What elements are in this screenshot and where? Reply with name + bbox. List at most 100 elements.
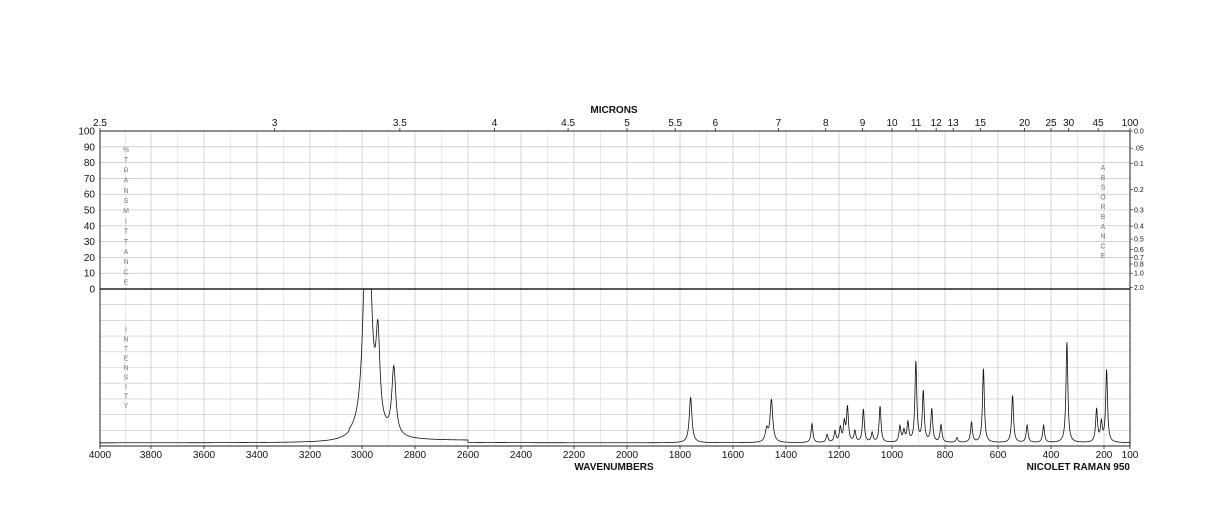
- panel-label-letter: E: [124, 280, 129, 287]
- spectrum-line: [100, 288, 1131, 444]
- bottom-tick-label: 1200: [828, 450, 851, 461]
- right-tick-label: 0.2: [1134, 187, 1144, 194]
- left-tick-label: 10: [84, 269, 96, 280]
- bottom-tick-label: 100: [1122, 450, 1139, 461]
- top-tick-label: 20: [1019, 118, 1031, 129]
- panel-label-letter: A: [124, 249, 129, 256]
- bottom-tick-label: 2400: [510, 450, 533, 461]
- left-tick-label: 90: [84, 142, 96, 153]
- panel-label-letter: C: [1100, 243, 1105, 250]
- panel-label-letter: N: [123, 365, 128, 372]
- left-tick-label: 20: [84, 253, 96, 264]
- right-tick-label: 0.6: [1134, 247, 1144, 254]
- top-tick-label: 25: [1045, 118, 1057, 129]
- left-tick-label: 0: [89, 285, 95, 296]
- top-tick-label: 5: [624, 118, 630, 129]
- top-tick-label: 3: [272, 118, 278, 129]
- panel-label-letter: N: [123, 188, 128, 195]
- top-tick-label: 2.5: [93, 118, 107, 129]
- top-tick-label: 100: [1122, 118, 1139, 129]
- bottom-tick-label: 2000: [616, 450, 639, 461]
- right-tick-label: 0.7: [1134, 255, 1144, 262]
- bottom-tick-label: 3800: [140, 450, 163, 461]
- bottom-axis-title: WAVENUMBERS: [574, 462, 654, 473]
- bottom-tick-label: 2600: [457, 450, 480, 461]
- bottom-tick-label: 1600: [722, 450, 745, 461]
- panel-label-letter: I: [125, 384, 127, 391]
- left-tick-label: 60: [84, 190, 96, 201]
- top-tick-label: 5.5: [668, 118, 682, 129]
- plot-frame: [99, 130, 1131, 447]
- bottom-tick-label: 3400: [246, 450, 269, 461]
- top-tick-label: 10: [886, 118, 898, 129]
- left-tick-label: 100: [78, 127, 95, 138]
- panel-label-letter: %: [123, 147, 129, 154]
- top-tick-label: 13: [948, 118, 960, 129]
- top-tick-label: 6: [713, 118, 719, 129]
- left-tick-label: 30: [84, 237, 96, 248]
- bottom-tick-label: 1000: [881, 450, 904, 461]
- panel-label-letter: E: [1101, 253, 1106, 260]
- bottom-tick-label: 800: [937, 450, 954, 461]
- bottom-tick-label: 2200: [563, 450, 586, 461]
- top-tick-label: 9: [860, 118, 866, 129]
- right-tick-label: 0.3: [1134, 207, 1144, 214]
- bottom-tick-label: 600: [990, 450, 1007, 461]
- panel-label-letter: B: [1101, 214, 1106, 221]
- axis-labels: 4000 3800 3600 3400 3200 3000 2800 2600 2400 2200…: [78, 118, 1144, 461]
- left-tick-label: 40: [84, 221, 96, 232]
- panel-label-letter: T: [124, 229, 129, 236]
- panel-label-letter: A: [124, 178, 129, 185]
- bottom-tick-label: 3200: [299, 450, 322, 461]
- bottom-tick-label: 200: [1096, 450, 1113, 461]
- axis-ticks: [99, 128, 1133, 449]
- top-tick-label: 12: [931, 118, 943, 129]
- panel-label-letter: C: [123, 269, 128, 276]
- left-tick-label: 70: [84, 174, 96, 185]
- panel-label-letter: S: [124, 375, 129, 382]
- top-tick-label: 8: [823, 118, 829, 129]
- bottom-tick-label: 3000: [351, 450, 374, 461]
- panel-label-letter: S: [1101, 185, 1106, 192]
- right-tick-label: 0.4: [1134, 224, 1144, 231]
- right-tick-label: 0.5: [1134, 237, 1144, 244]
- panel-label-letter: O: [1100, 194, 1106, 201]
- bottom-tick-label: 4000: [89, 450, 112, 461]
- right-tick-label: 0.0: [1134, 129, 1144, 136]
- bottom-tick-label: 3600: [193, 450, 216, 461]
- panel-label-letter: N: [123, 337, 128, 344]
- top-tick-label: 15: [975, 118, 987, 129]
- left-tick-label: 80: [84, 158, 96, 169]
- top-tick-label: 4.5: [561, 118, 575, 129]
- instrument-label: NICOLET RAMAN 950: [1027, 462, 1131, 473]
- panel-label-letter: R: [123, 167, 128, 174]
- left-tick-label: 50: [84, 206, 96, 217]
- bottom-tick-label: 2800: [404, 450, 427, 461]
- panel-label-letter: N: [1100, 234, 1105, 241]
- panel-label-letter: Y: [124, 403, 129, 410]
- panel-label-letter: R: [1100, 204, 1105, 211]
- panel-label-letter: T: [124, 157, 129, 164]
- top-axis-title: MICRONS: [590, 105, 638, 116]
- right-tick-label: 2.0: [1134, 285, 1144, 292]
- bottom-tick-label: 1800: [669, 450, 692, 461]
- top-tick-label: 11: [911, 118, 922, 129]
- panel-label-letter: M: [123, 208, 129, 215]
- right-tick-label: 1.0: [1134, 271, 1144, 278]
- top-tick-label: 3.5: [393, 118, 407, 129]
- panel-label-letter: I: [125, 327, 127, 334]
- top-tick-label: 4: [492, 118, 498, 129]
- panel-label-letter: E: [124, 356, 129, 363]
- panel-label-letter: B: [1101, 175, 1106, 182]
- panel-label-letter: T: [124, 394, 129, 401]
- panel-label-letter: T: [124, 239, 129, 246]
- bottom-tick-label: 1400: [775, 450, 798, 461]
- right-tick-label: 0.1: [1134, 161, 1144, 168]
- panel-label-letter: N: [123, 259, 128, 266]
- panel-label-letter: A: [1101, 165, 1106, 172]
- panel-label-letter: T: [124, 346, 129, 353]
